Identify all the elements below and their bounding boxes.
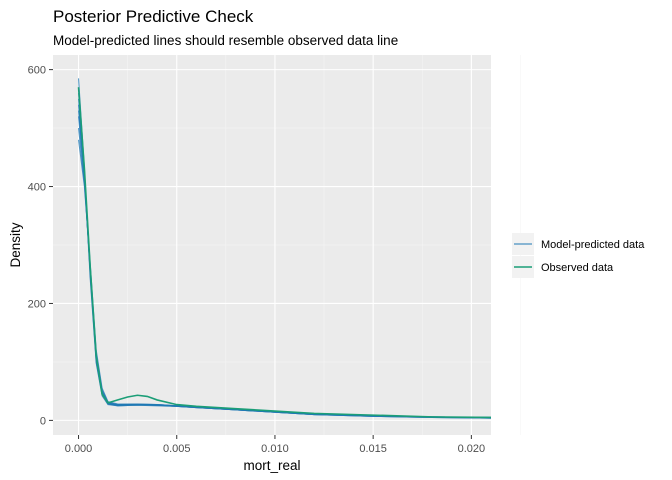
legend: Model-predicted data Observed data [512,233,645,278]
chart-subtitle: Model-predicted lines should resemble ob… [53,33,398,48]
x-tick-label: 0.010 [261,443,289,455]
legend-label: Model-predicted data [541,239,645,251]
x-axis: 0.000 0.005 0.010 0.015 0.020 [65,435,485,455]
plot-area [77,78,491,419]
y-tick-label: 400 [28,182,46,194]
x-tick-label: 0.015 [359,443,387,455]
x-axis-title: mort_real [243,458,300,473]
y-axis-title: Density [8,222,23,267]
y-axis: 0 200 400 600 [28,65,53,427]
legend-label: Observed data [541,262,614,274]
y-tick-label: 600 [28,65,46,77]
x-tick-label: 0.000 [65,443,93,455]
y-tick-label: 0 [40,415,46,427]
y-tick-label: 200 [28,298,46,310]
observed-data-line [77,87,491,419]
x-tick-label: 0.020 [458,443,486,455]
chart-title: Posterior Predictive Check [53,7,254,26]
x-tick-label: 0.005 [163,443,191,455]
